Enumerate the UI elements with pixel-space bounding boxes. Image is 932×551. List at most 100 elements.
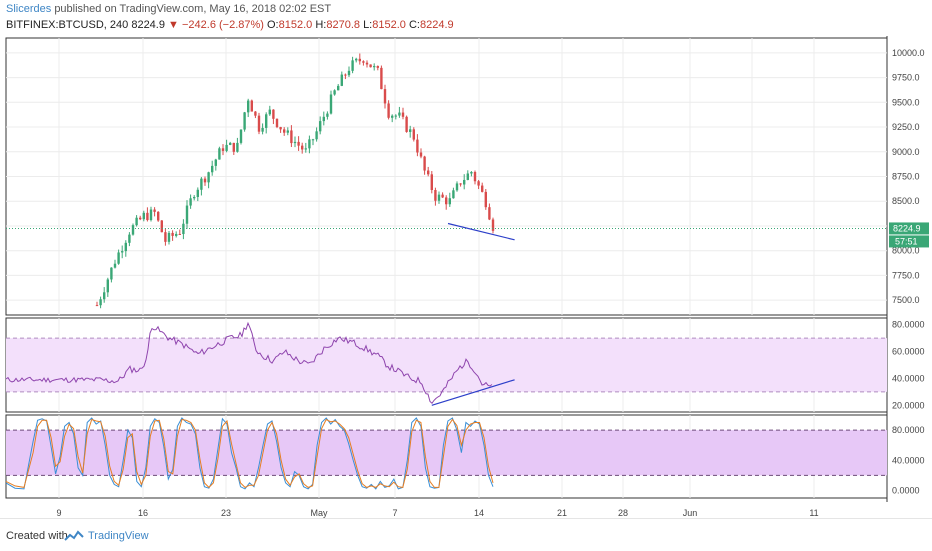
candle-body	[448, 198, 451, 205]
ohlc-close: 8224.9	[419, 19, 454, 31]
candle-body	[193, 196, 196, 199]
candle-body	[146, 212, 149, 221]
candle-body	[383, 89, 387, 104]
candles-group	[95, 53, 495, 309]
x-tick-label: 7	[392, 508, 397, 518]
candle-body	[427, 170, 430, 175]
candle-body	[178, 233, 181, 235]
x-tick-label: 28	[618, 508, 628, 518]
tradingview-logo-icon	[64, 530, 84, 541]
candle-body	[423, 156, 426, 171]
candle-body	[452, 190, 455, 199]
candle-body	[488, 207, 491, 220]
candle-body	[175, 233, 178, 236]
ohlc-open-label: O:	[267, 19, 279, 31]
candle-body	[95, 305, 99, 307]
candle-body	[239, 129, 243, 143]
candle-body	[272, 109, 275, 119]
candle-body	[333, 90, 336, 95]
candle-body	[437, 194, 441, 201]
rsi-trendline	[431, 379, 515, 406]
candle-body	[401, 112, 405, 117]
stoch-k-line	[5, 417, 494, 490]
ohlc-high: 8270.8	[326, 19, 360, 31]
tradingview-brand-link[interactable]: TradingView	[88, 530, 149, 542]
candle-body	[380, 67, 383, 90]
candle-body	[445, 197, 448, 205]
last-price-tag	[889, 222, 929, 235]
price-tick-label: 8750.0	[892, 172, 920, 182]
candle-body	[106, 279, 109, 293]
candle-body	[121, 251, 124, 253]
candle-body	[236, 142, 239, 152]
candle-body	[128, 234, 131, 243]
price-tick-label: 10000.0	[892, 48, 925, 58]
symbol-line: BITFINEX:BTCUSD, 240 8224.9 ▼ −242.6 (−2…	[6, 19, 454, 31]
candle-body	[322, 116, 325, 122]
rsi-tick-label: 80.0000	[892, 320, 925, 330]
rsi-tick-label: 60.0000	[892, 347, 925, 357]
candle-body	[218, 148, 221, 160]
price-tick-label: 8000.0	[892, 246, 920, 256]
candle-body	[164, 232, 167, 242]
chart-area[interactable]: 9 16 23 May 7 14 21 28 Jun 11 10000.0 9750.0 9500.0 9…	[0, 36, 932, 518]
candle-body	[211, 165, 214, 173]
last-price: 8224.9	[131, 19, 165, 31]
candle-body	[275, 118, 279, 128]
countdown-tag	[889, 235, 929, 248]
candle-body	[203, 178, 207, 183]
candle-body	[329, 94, 333, 114]
ohlc-low-label: L:	[363, 19, 373, 31]
candle-body	[416, 139, 419, 153]
candle-body	[326, 113, 329, 117]
candle-body	[232, 142, 235, 152]
candle-body	[477, 181, 480, 186]
candle-body	[358, 58, 361, 62]
candle-body	[369, 64, 372, 68]
candle-body	[405, 116, 408, 132]
candle-body	[491, 219, 495, 231]
candle-body	[484, 191, 487, 208]
candle-body	[394, 115, 397, 117]
price-tick-label: 9000.0	[892, 147, 920, 157]
candle-body	[412, 129, 415, 140]
x-tick-label: 23	[221, 508, 231, 518]
candle-body	[103, 292, 106, 300]
stoch-tick-label: 40.0000	[892, 455, 925, 465]
stoch-tick-label: 80.0000	[892, 425, 925, 435]
stoch-tick-label: 0.0000	[892, 485, 920, 495]
price-trendline	[447, 222, 515, 241]
candle-body	[362, 61, 365, 63]
x-tick-label: Jun	[683, 508, 698, 518]
candle-body	[131, 225, 135, 235]
candle-body	[470, 171, 473, 174]
author-link[interactable]: Slicerdes	[6, 3, 52, 15]
candle-body	[340, 74, 343, 86]
candle-body	[463, 179, 466, 185]
candle-body	[430, 174, 433, 190]
candle-body	[110, 267, 113, 280]
candle-body	[419, 152, 423, 157]
x-tick-label: 9	[56, 508, 61, 518]
publish-line: Slicerdes published on TradingView.com, …	[6, 3, 331, 15]
price-tick-label: 7500.0	[892, 295, 920, 305]
candle-body	[247, 100, 250, 113]
ohlc-close-label: C:	[408, 19, 420, 31]
price-tick-label: 7750.0	[892, 270, 920, 280]
x-tick-label: 21	[557, 508, 567, 518]
candle-body	[365, 62, 369, 65]
candle-body	[315, 131, 318, 140]
candle-body	[265, 114, 268, 128]
candle-body	[304, 148, 307, 150]
candle-body	[308, 139, 311, 149]
candle-body	[279, 127, 282, 130]
candle-body	[171, 232, 174, 236]
candle-body	[214, 159, 217, 166]
candle-body	[124, 242, 127, 252]
countdown-tag-label: 57:51	[895, 236, 918, 246]
candle-body	[257, 115, 261, 132]
candle-body	[441, 194, 444, 198]
candle-body	[373, 66, 376, 68]
x-tick-label: 14	[474, 508, 484, 518]
candle-body	[117, 252, 120, 264]
